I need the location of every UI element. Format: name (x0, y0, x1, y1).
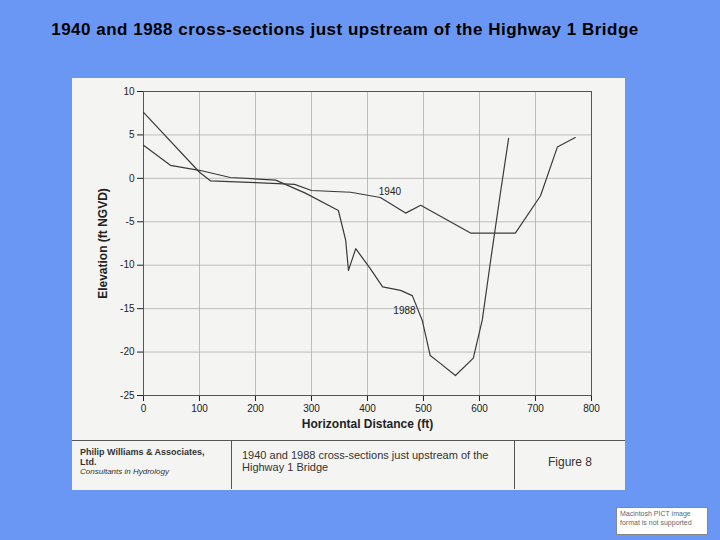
svg-text:800: 800 (583, 403, 600, 414)
html-text:Figure 8: Figure 8 (548, 455, 592, 469)
svg-text:-5: -5 (126, 216, 135, 227)
html-text:1940 and 1988 cross-sections j: 1940 and 1988 cross-sections just upstre… (51, 20, 639, 39)
svg-text:-15: -15 (120, 303, 135, 314)
svg-text:500: 500 (415, 403, 432, 414)
svg-text:400: 400 (359, 403, 376, 414)
svg-text:5: 5 (129, 129, 135, 140)
svg-text:300: 300 (303, 403, 320, 414)
svg-text:Horizontal Distance (ft): Horizontal Distance (ft) (302, 417, 433, 431)
svg-text:0: 0 (129, 173, 135, 184)
svg-text:1940: 1940 (379, 186, 402, 197)
svg-text:200: 200 (247, 403, 264, 414)
svg-text:-10: -10 (120, 259, 135, 270)
svg-text:1988: 1988 (393, 305, 416, 316)
svg-text:0: 0 (141, 403, 147, 414)
html-text:Philip Williams & Associates,: Philip Williams & Associates, Ltd. (80, 447, 205, 467)
svg-text:10: 10 (123, 86, 135, 97)
html-text:Macintosh PICT image format is: Macintosh PICT image format is not suppo… (620, 510, 692, 526)
svg-text:600: 600 (471, 403, 488, 414)
html-text:1940 and 1988 cross-sections j: 1940 and 1988 cross-sections just upstre… (242, 449, 489, 473)
svg-text:700: 700 (527, 403, 544, 414)
svg-text:-25: -25 (120, 390, 135, 401)
html-text:Consultants in Hydrology: Consultants in Hydrology (80, 467, 169, 476)
svg-text:Elevation (ft NGVD): Elevation (ft NGVD) (96, 188, 110, 299)
svg-text:-20: -20 (120, 346, 135, 357)
svg-text:100: 100 (191, 403, 208, 414)
